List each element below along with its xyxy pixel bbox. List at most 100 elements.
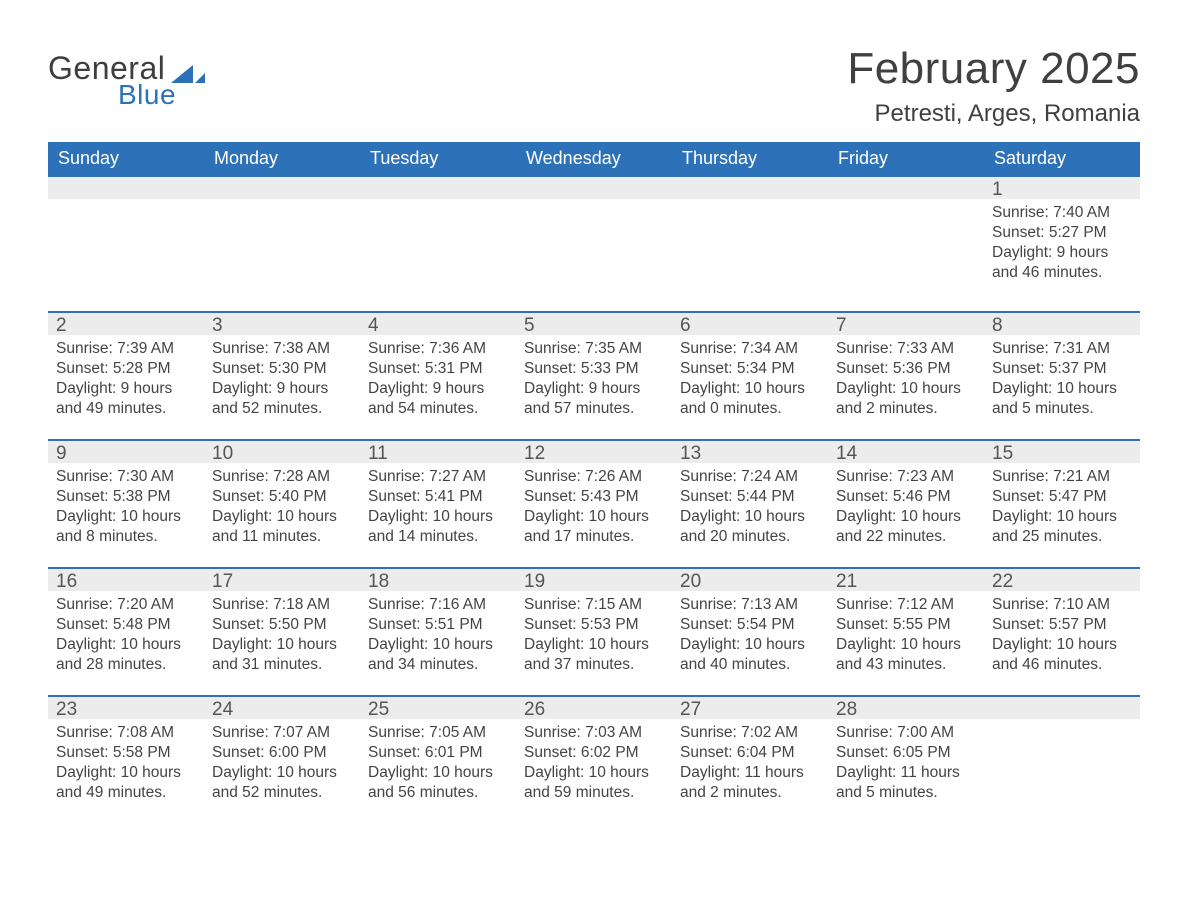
daylight-line: Daylight: 9 hours and 54 minutes. (368, 379, 508, 419)
day-number: 18 (360, 567, 516, 591)
sunset-line: Sunset: 6:02 PM (524, 743, 664, 763)
day-details: Sunrise: 7:28 AMSunset: 5:40 PMDaylight:… (204, 463, 360, 554)
calendar-week-row: 23Sunrise: 7:08 AMSunset: 5:58 PMDayligh… (48, 695, 1140, 823)
calendar-cell: 22Sunrise: 7:10 AMSunset: 5:57 PMDayligh… (984, 567, 1140, 695)
sunrise-line: Sunrise: 7:36 AM (368, 339, 508, 359)
calendar-cell (360, 175, 516, 311)
calendar-cell: 25 Sunrise: 7:05 AMSunset: 6:01 PMDayligh… (360, 695, 516, 823)
daylight-line: Daylight: 10 hours and 22 minutes. (836, 507, 976, 547)
daylight-line: Daylight: 10 hours and 37 minutes. (524, 635, 664, 675)
day-number: 23 (48, 695, 204, 719)
day-number: 6 (672, 311, 828, 335)
day-number: 26 (516, 695, 672, 719)
sunrise-line: Sunrise: 7:15 AM (524, 595, 664, 615)
day-number: 16 (48, 567, 204, 591)
daylight-line: Daylight: 10 hours and 28 minutes. (56, 635, 196, 675)
daylight-line: Daylight: 10 hours and 11 minutes. (212, 507, 352, 547)
sunrise-line: Sunrise: 7:20 AM (56, 595, 196, 615)
daylight-line: Daylight: 10 hours and 59 minutes. (524, 763, 664, 803)
sunrise-line: Sunrise: 7:34 AM (680, 339, 820, 359)
day-details: Sunrise: 7:38 AMSunset: 5:30 PMDaylight:… (204, 335, 360, 426)
day-details: Sunrise: 7:15 AMSunset: 5:53 PMDaylight:… (516, 591, 672, 682)
sunset-line: Sunset: 5:27 PM (992, 223, 1132, 243)
weekday-header-row: Sunday Monday Tuesday Wednesday Thursday… (48, 142, 1140, 175)
day-details: Sunrise: 7:10 AMSunset: 5:57 PMDaylight:… (984, 591, 1140, 682)
calendar-cell: 28Sunrise: 7:00 AMSunset: 6:05 PMDayligh… (828, 695, 984, 823)
day-number (828, 175, 984, 199)
day-details: Sunrise: 7:00 AMSunset: 6:05 PMDaylight:… (828, 719, 984, 810)
sunrise-line: Sunrise: 7:05 AM (368, 723, 508, 743)
sunrise-line: Sunrise: 7:24 AM (680, 467, 820, 487)
day-details: Sunrise: 7:08 AMSunset: 5:58 PMDaylight:… (48, 719, 204, 810)
day-details: Sunrise: 7:34 AMSunset: 5:34 PMDaylight:… (672, 335, 828, 426)
day-number: 25 (360, 695, 516, 719)
day-number: 11 (360, 439, 516, 463)
day-details (204, 199, 360, 209)
day-details (984, 719, 1140, 729)
calendar-cell: 24Sunrise: 7:07 AMSunset: 6:00 PMDayligh… (204, 695, 360, 823)
sunrise-line: Sunrise: 7:26 AM (524, 467, 664, 487)
calendar-cell: 23Sunrise: 7:08 AMSunset: 5:58 PMDayligh… (48, 695, 204, 823)
col-sunday: Sunday (48, 142, 204, 175)
calendar-cell: 12Sunrise: 7:26 AMSunset: 5:43 PMDayligh… (516, 439, 672, 567)
calendar-cell: 26 Sunrise: 7:03 AMSunset: 6:02 PMDayligh… (516, 695, 672, 823)
calendar-cell (204, 175, 360, 311)
page-title: February 2025 (847, 44, 1140, 94)
daylight-line: Daylight: 9 hours and 52 minutes. (212, 379, 352, 419)
sunset-line: Sunset: 5:58 PM (56, 743, 196, 763)
day-details: Sunrise: 7:02 AMSunset: 6:04 PMDaylight:… (672, 719, 828, 810)
sunset-line: Sunset: 5:48 PM (56, 615, 196, 635)
title-block: February 2025 Petresti, Arges, Romania (847, 44, 1140, 128)
col-monday: Monday (204, 142, 360, 175)
daylight-line: Daylight: 10 hours and 52 minutes. (212, 763, 352, 803)
day-details: Sunrise: 7:23 AMSunset: 5:46 PMDaylight:… (828, 463, 984, 554)
daylight-line: Daylight: 11 hours and 2 minutes. (680, 763, 820, 803)
sunrise-line: Sunrise: 7:16 AM (368, 595, 508, 615)
sunset-line: Sunset: 6:00 PM (212, 743, 352, 763)
header: General Blue February 2025 Petresti, Arg… (48, 44, 1140, 128)
sunrise-line: Sunrise: 7:18 AM (212, 595, 352, 615)
day-number: 28 (828, 695, 984, 719)
logo-mark-icon (171, 59, 205, 83)
day-details (516, 199, 672, 209)
day-details: Sunrise: 7:33 AMSunset: 5:36 PMDaylight:… (828, 335, 984, 426)
day-number: 8 (984, 311, 1140, 335)
calendar-cell: 2Sunrise: 7:39 AMSunset: 5:28 PMDaylight… (48, 311, 204, 439)
sunset-line: Sunset: 5:40 PM (212, 487, 352, 507)
day-details: Sunrise: 7:20 AMSunset: 5:48 PMDaylight:… (48, 591, 204, 682)
sunset-line: Sunset: 5:36 PM (836, 359, 976, 379)
day-number: 20 (672, 567, 828, 591)
day-details (48, 199, 204, 209)
sunset-line: Sunset: 5:51 PM (368, 615, 508, 635)
sunrise-line: Sunrise: 7:30 AM (56, 467, 196, 487)
day-number (204, 175, 360, 199)
day-number: 14 (828, 439, 984, 463)
day-details: Sunrise: 7:07 AMSunset: 6:00 PMDaylight:… (204, 719, 360, 810)
day-details: Sunrise: 7:12 AMSunset: 5:55 PMDaylight:… (828, 591, 984, 682)
sunset-line: Sunset: 6:01 PM (368, 743, 508, 763)
sunset-line: Sunset: 5:43 PM (524, 487, 664, 507)
calendar-page: General Blue February 2025 Petresti, Arg… (0, 0, 1188, 918)
calendar-tbody: 1Sunrise: 7:40 AMSunset: 5:27 PMDaylight… (48, 175, 1140, 823)
sunrise-line: Sunrise: 7:03 AM (524, 723, 664, 743)
day-number: 5 (516, 311, 672, 335)
calendar-cell: 4Sunrise: 7:36 AMSunset: 5:31 PMDaylight… (360, 311, 516, 439)
day-number: 4 (360, 311, 516, 335)
calendar-cell: 18Sunrise: 7:16 AMSunset: 5:51 PMDayligh… (360, 567, 516, 695)
day-details (828, 199, 984, 209)
calendar-table: Sunday Monday Tuesday Wednesday Thursday… (48, 142, 1140, 823)
sunrise-line: Sunrise: 7:27 AM (368, 467, 508, 487)
calendar-cell: 1Sunrise: 7:40 AMSunset: 5:27 PMDaylight… (984, 175, 1140, 311)
daylight-line: Daylight: 10 hours and 14 minutes. (368, 507, 508, 547)
day-details: Sunrise: 7:13 AMSunset: 5:54 PMDaylight:… (672, 591, 828, 682)
sunset-line: Sunset: 6:04 PM (680, 743, 820, 763)
day-details: Sunrise: 7:21 AMSunset: 5:47 PMDaylight:… (984, 463, 1140, 554)
sunset-line: Sunset: 5:54 PM (680, 615, 820, 635)
calendar-cell: 8Sunrise: 7:31 AMSunset: 5:37 PMDaylight… (984, 311, 1140, 439)
daylight-line: Daylight: 10 hours and 56 minutes. (368, 763, 508, 803)
daylight-line: Daylight: 10 hours and 2 minutes. (836, 379, 976, 419)
sunrise-line: Sunrise: 7:35 AM (524, 339, 664, 359)
day-number: 24 (204, 695, 360, 719)
col-thursday: Thursday (672, 142, 828, 175)
daylight-line: Daylight: 9 hours and 49 minutes. (56, 379, 196, 419)
